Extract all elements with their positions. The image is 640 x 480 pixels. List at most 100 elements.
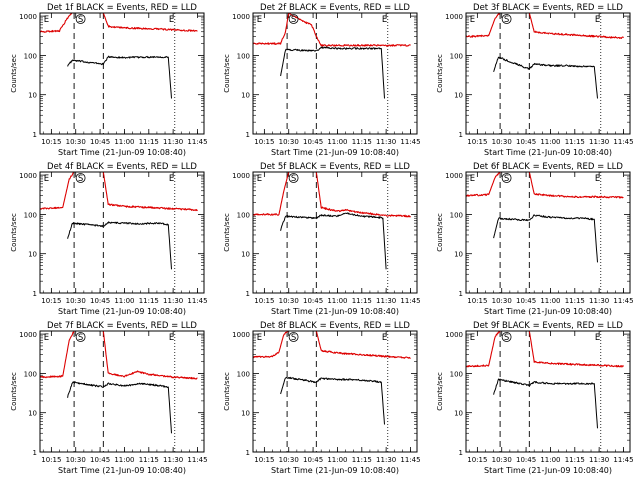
plot-frame: [39, 12, 205, 135]
x-tick-label: 11:30: [376, 297, 396, 305]
panel-title: Det 7f BLACK = Events, RED = LLD: [47, 321, 197, 331]
plot-frame: [39, 171, 205, 294]
y-axis-label: Counts/sec: [436, 213, 444, 252]
x-tick-label: 11:00: [540, 297, 560, 305]
x-tick-label: 10:15: [254, 297, 274, 305]
marker-label: E: [470, 174, 475, 184]
series-line-events: [280, 376, 385, 425]
x-axis-label: Start Time (21-Jun-09 10:08:40): [271, 307, 399, 316]
x-axis-label: Start Time (21-Jun-09 10:08:40): [484, 307, 612, 316]
marker-label: S: [504, 174, 509, 184]
x-tick-label: 10:45: [516, 138, 536, 146]
x-tick-label: 10:15: [41, 138, 61, 146]
y-tick-label: 1000: [445, 331, 463, 339]
y-tick-label: 10: [28, 92, 37, 100]
x-tick-label: 11:15: [139, 297, 159, 305]
x-tick-label: 11:30: [589, 297, 609, 305]
x-axis-label: Start Time (21-Jun-09 10:08:40): [484, 466, 612, 475]
y-tick-label: 10: [241, 92, 250, 100]
x-tick-label: 11:30: [163, 456, 183, 464]
y-axis-label: Counts/sec: [436, 54, 444, 93]
x-tick-label: 11:00: [327, 138, 347, 146]
marker-circle: [288, 14, 299, 24]
y-tick-label: 100: [450, 370, 463, 378]
panel-title: Det 4f BLACK = Events, RED = LLD: [47, 162, 197, 172]
marker-label: E: [44, 174, 49, 184]
x-tick-label: 11:15: [139, 138, 159, 146]
series-line-lld: [465, 12, 624, 39]
series-line-events: [493, 214, 598, 263]
x-tick-label: 11:30: [589, 456, 609, 464]
series-line-lld: [252, 12, 411, 47]
x-tick-label: 11:15: [352, 456, 372, 464]
y-axis-label: Counts/sec: [223, 54, 231, 93]
panel-det7: Det 7f BLACK = Events, RED = LLD Counts/s…: [10, 321, 208, 475]
x-tick-label: 11:45: [400, 456, 420, 464]
marker-label: E: [44, 333, 49, 343]
x-tick-label: 10:30: [279, 456, 299, 464]
x-tick-label: 11:00: [540, 138, 560, 146]
marker-label: E: [169, 333, 174, 343]
marker-label: E: [169, 15, 174, 25]
x-axis-label: Start Time (21-Jun-09 10:08:40): [271, 148, 399, 157]
x-tick-label: 11:15: [565, 456, 585, 464]
panel-det1: Det 1f BLACK = Events, RED = LLD Counts/s…: [10, 3, 208, 157]
x-axis-label: Start Time (21-Jun-09 10:08:40): [58, 148, 186, 157]
x-tick-label: 11:45: [613, 456, 633, 464]
y-tick-label: 1000: [232, 331, 250, 339]
y-tick-label: 10: [241, 251, 250, 259]
panel-det2: Det 2f BLACK = Events, RED = LLD Counts/s…: [223, 3, 421, 157]
y-tick-label: 1: [246, 449, 250, 457]
y-tick-label: 1000: [19, 172, 37, 180]
y-tick-label: 10: [454, 92, 463, 100]
x-tick-label: 10:30: [279, 138, 299, 146]
marker-label: E: [257, 174, 262, 184]
series-line-lld: [252, 171, 411, 218]
y-tick-label: 100: [24, 370, 37, 378]
x-tick-label: 10:45: [90, 456, 110, 464]
plot-frame: [39, 330, 205, 453]
series-line-events: [67, 221, 172, 270]
x-tick-label: 10:30: [66, 138, 86, 146]
marker-label: E: [382, 333, 387, 343]
marker-label: S: [291, 15, 296, 25]
marker-circle: [288, 332, 299, 342]
y-tick-label: 1: [33, 449, 37, 457]
panel-title: Det 9f BLACK = Events, RED = LLD: [473, 321, 623, 331]
marker-label: E: [257, 333, 262, 343]
x-tick-label: 10:45: [303, 297, 323, 305]
x-tick-label: 10:30: [279, 297, 299, 305]
y-tick-label: 100: [24, 52, 37, 60]
x-tick-label: 11:30: [589, 138, 609, 146]
marker-circle: [288, 173, 299, 183]
marker-label: E: [257, 15, 262, 25]
marker-label: E: [595, 15, 600, 25]
y-axis-label: Counts/sec: [10, 54, 18, 93]
plot-frame: [252, 12, 418, 135]
plot-frame: [465, 12, 631, 135]
plot-frame: [252, 171, 418, 294]
panel-title: Det 6f BLACK = Events, RED = LLD: [473, 162, 623, 172]
panel-title: Det 5f BLACK = Events, RED = LLD: [260, 162, 410, 172]
y-tick-label: 10: [454, 251, 463, 259]
series-line-lld: [39, 12, 198, 33]
series-line-lld: [39, 330, 198, 380]
x-tick-label: 11:15: [352, 297, 372, 305]
marker-label: E: [595, 174, 600, 184]
y-tick-label: 1000: [232, 172, 250, 180]
y-tick-label: 100: [24, 211, 37, 219]
panel-title: Det 3f BLACK = Events, RED = LLD: [473, 3, 623, 13]
panel-title: Det 2f BLACK = Events, RED = LLD: [260, 3, 410, 13]
x-tick-label: 11:45: [400, 297, 420, 305]
x-tick-label: 11:30: [376, 456, 396, 464]
y-tick-label: 100: [237, 211, 250, 219]
x-axis-label: Start Time (21-Jun-09 10:08:40): [58, 466, 186, 475]
marker-circle: [501, 14, 512, 24]
y-tick-label: 1: [33, 131, 37, 139]
x-tick-label: 11:15: [352, 138, 372, 146]
marker-label: E: [470, 15, 475, 25]
series-line-lld: [465, 171, 624, 199]
x-tick-label: 10:30: [66, 456, 86, 464]
x-tick-label: 11:30: [163, 138, 183, 146]
